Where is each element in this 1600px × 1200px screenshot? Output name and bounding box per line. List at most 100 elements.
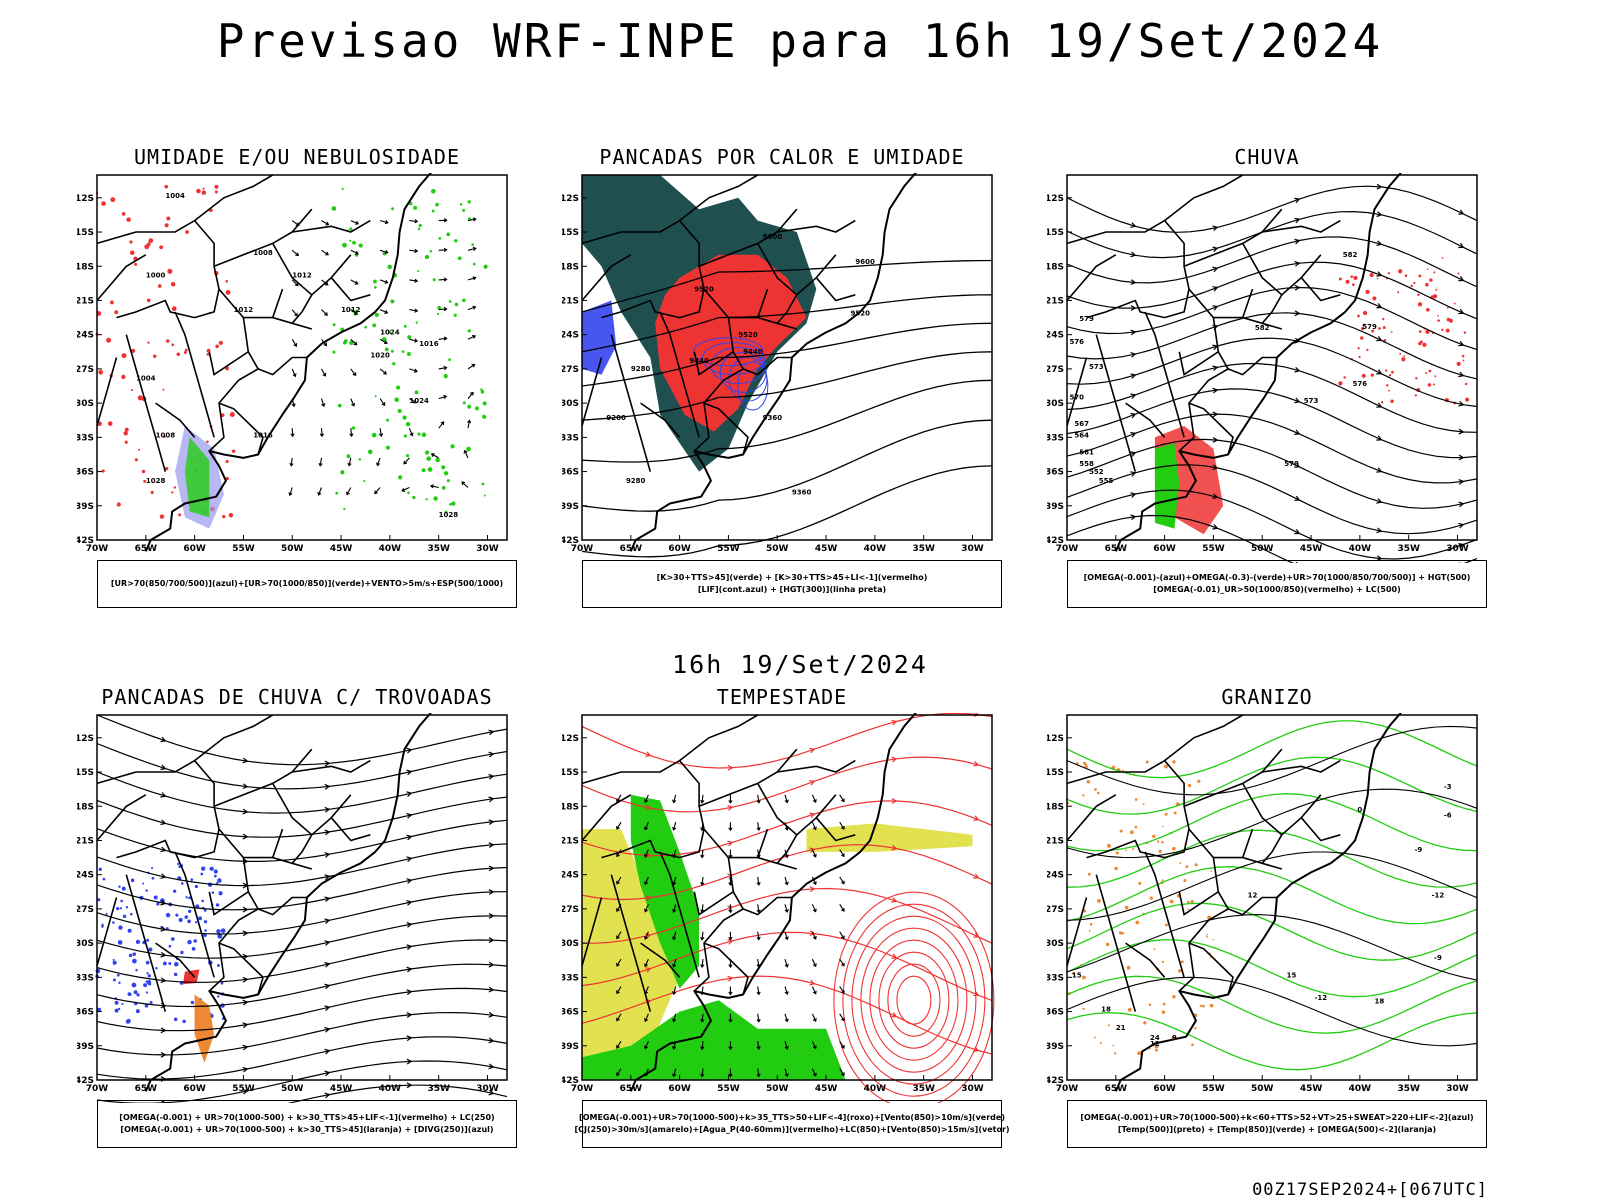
red-humidity-cell (206, 440, 209, 443)
temp850-line (1066, 866, 1478, 925)
borders (1066, 174, 1341, 472)
red-rain-cell (1382, 317, 1385, 321)
legend-line-2: [CJ(250)>30m/s](amarelo)+[Agua_P(40-60mm… (574, 1125, 1010, 1134)
border-line (155, 942, 196, 978)
lat-tick-label: 42S (562, 1076, 579, 1086)
streamlines-arrow (488, 796, 495, 803)
red-streamlines-arrow (891, 719, 898, 726)
streamlines-arrow (1294, 217, 1301, 224)
streamlines-arrow (1376, 402, 1383, 408)
contour-label: 9 (1172, 1034, 1177, 1042)
red-streamlines-arrow (809, 847, 816, 854)
orange-thunder (194, 994, 215, 1063)
wind-vectors-arrow (349, 428, 354, 438)
green-humidity-cell (392, 362, 396, 366)
streamlines-arrow (1130, 373, 1137, 379)
panel-title: GRANIZO (1221, 685, 1313, 709)
border-line (1086, 828, 1190, 859)
lat-tick-label: 21S (1047, 836, 1064, 846)
red-rain-cell (1435, 288, 1438, 291)
red-streamlines-arrow (891, 756, 898, 763)
wind-vectors-arrow (700, 794, 705, 804)
red-streamlines-arrow (727, 975, 734, 982)
red-rain-cell (1414, 394, 1417, 397)
panel-title: PANCADAS POR CALOR E UMIDADE (599, 145, 965, 169)
wind-vectors-arrow (728, 849, 733, 859)
red-rain-cell (1425, 282, 1429, 287)
coastline (1114, 713, 1402, 1092)
streamlines-arrow (160, 819, 167, 826)
streamlines-arrow (1294, 397, 1301, 404)
red-humidity-cell (157, 284, 162, 288)
wind-vectors-arrow (839, 849, 845, 858)
red-streamlines-arrow (973, 815, 980, 821)
red-rain-cell (1464, 382, 1468, 386)
wind-vectors-arrow (700, 1041, 705, 1051)
blue-divergence-cell (116, 906, 120, 911)
blue-divergence-cell (213, 874, 217, 878)
contour-label: 567 (1074, 420, 1089, 428)
red-streamlines-arrow (645, 895, 652, 901)
legend-granizo: [OMEGA(-0.001)+UR>70(1000-500)+k<60+TTS>… (1067, 1100, 1487, 1148)
lon-tick-label: 65W (1105, 1084, 1128, 1094)
red-humidity-cell (185, 230, 189, 234)
border-line (291, 834, 313, 864)
lat-tick-label: 42S (1047, 1076, 1064, 1086)
red-streamlines-arrow (809, 886, 816, 893)
blue-divergence-cell (155, 967, 158, 970)
red-humidity-cell (144, 244, 150, 250)
green-humidity-cell (451, 501, 456, 506)
lon-tick-label: 55W (232, 1084, 255, 1094)
green-humidity-cell (385, 445, 390, 450)
legend-line-2: [LIF](cont.azul) + [HGT(300)](linha pret… (697, 585, 887, 594)
wind-vectors-arrow (839, 931, 845, 940)
blue-divergence-cell (112, 960, 117, 965)
green-humidity-cell (448, 358, 451, 362)
wind-vectors-arrow (350, 279, 359, 285)
red-humidity-cell (101, 201, 106, 206)
green-humidity-cell (332, 323, 336, 327)
temp850-contours (1066, 720, 1478, 1071)
wind-vectors-arrow (616, 1068, 622, 1077)
orange-omega-cell (1161, 840, 1164, 844)
lat-tick-label: 30S (562, 939, 579, 949)
wind-vectors-arrow (321, 309, 328, 316)
blue-divergence-cell (148, 947, 153, 952)
green-humidity-cell (402, 415, 407, 420)
contour-label: 570 (1284, 460, 1299, 468)
coastline (144, 713, 432, 1092)
green-humidity-cell (401, 350, 405, 353)
orange-omega-cell (1202, 1004, 1205, 1008)
blue-divergence-cell (209, 866, 214, 871)
green-humidity-cell (421, 468, 426, 473)
panel-title: PANCADAS DE CHUVA C/ TROVOADAS (101, 685, 493, 709)
temp850-line (1066, 793, 1478, 852)
wind-vectors-arrow (430, 453, 439, 459)
lon-tick-label: 55W (232, 544, 255, 554)
wind-vectors-arrow (467, 246, 477, 251)
streamlines-arrow (406, 747, 413, 754)
wind-vectors-arrow (319, 428, 325, 438)
streamlines-arrow (1458, 522, 1465, 529)
lon-tick-label: 60W (1153, 1084, 1176, 1094)
red-rain-cell (1385, 384, 1389, 387)
blue-divergence-cell (165, 912, 171, 918)
lat-tick-label: 21S (77, 836, 94, 846)
blue-divergence-cell (203, 909, 207, 912)
blue-divergence-cell (187, 909, 192, 913)
blue-divergence-cell (180, 950, 184, 955)
streamlines-line (96, 939, 508, 983)
lon-tick-label: 35W (427, 1084, 450, 1094)
red-streamlines-arrow (809, 979, 816, 986)
streamlines-arrow (242, 757, 249, 764)
border-line (218, 942, 264, 995)
border-line (1242, 243, 1322, 296)
green-humidity-cell (343, 507, 346, 511)
border-line (581, 759, 705, 830)
red-humidity-cell (164, 466, 169, 471)
red-rain-cell (1418, 341, 1422, 346)
wind-vectors-arrow (467, 305, 477, 311)
border-line (698, 748, 798, 808)
red-humidity-cell (225, 459, 229, 464)
streamlines-arrow (406, 944, 413, 950)
